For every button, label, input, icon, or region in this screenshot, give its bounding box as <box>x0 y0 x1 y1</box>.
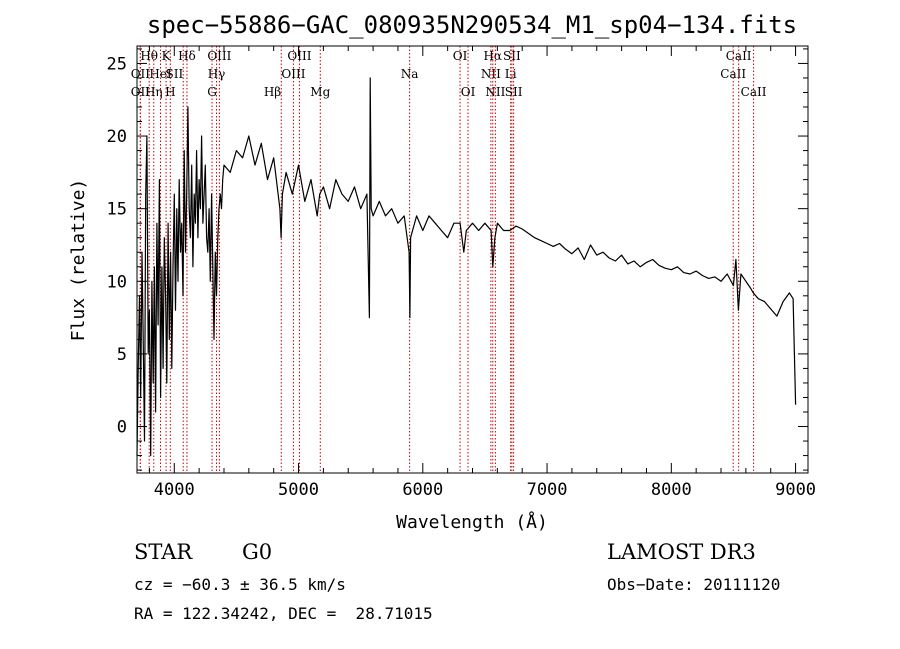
y-tick-label: 10 <box>107 272 127 292</box>
x-tick-label: 9000 <box>775 480 816 500</box>
line-marker-label: OI <box>461 85 476 99</box>
plot-frame <box>136 45 809 474</box>
line-marker-label: CaII <box>720 67 746 81</box>
line-marker-label: Hη <box>145 85 163 99</box>
line-marker-label: K <box>162 49 172 63</box>
line-marker-label: OIII <box>287 49 311 63</box>
line-marker-label: G <box>207 85 217 99</box>
line-marker-label: CaII <box>741 85 767 99</box>
line-marker-label: Hδ <box>178 49 196 63</box>
survey-name: LAMOST DR3 <box>607 540 756 564</box>
y-tick-label: 25 <box>107 54 127 74</box>
y-tick-label: 0 <box>117 418 127 438</box>
line-marker-label: H <box>165 85 175 99</box>
line-marker-label: OIII <box>207 49 231 63</box>
object-subclass: G0 <box>242 540 273 564</box>
line-marker-label: Mg <box>310 85 330 99</box>
redshift-velocity: cz = −60.3 ± 36.5 km/s <box>134 575 346 594</box>
line-marker-label: SII <box>505 85 523 99</box>
line-marker-label: CaII <box>726 49 752 63</box>
line-marker-label: Hα <box>483 49 502 63</box>
line-marker-label: Hγ <box>208 67 226 81</box>
line-marker-label: NII <box>481 67 501 81</box>
y-axis-label: Flux (relative) <box>68 179 89 342</box>
observation-date: Obs−Date: 20111120 <box>607 575 781 594</box>
spectrum-chart: spec−55886−GAC_080935N290534_M1_sp04−134… <box>68 11 816 533</box>
line-marker-label: HeI <box>149 67 172 81</box>
plot-area <box>136 77 797 457</box>
x-tick-label: 5000 <box>278 480 319 500</box>
x-tick-label: 4000 <box>154 480 195 500</box>
line-marker-label: OIII <box>281 67 305 81</box>
y-tick-label: 15 <box>107 200 127 220</box>
x-tick-label: 7000 <box>527 480 568 500</box>
line-marker-label: Li <box>505 67 517 81</box>
line-marker-label: NII <box>485 85 505 99</box>
x-tick-label: 6000 <box>402 480 443 500</box>
line-marker-label: SII <box>503 49 521 63</box>
spectrum-line-flux <box>136 77 797 457</box>
y-tick-label: 20 <box>107 127 127 147</box>
x-axis-label: Wavelength (Å) <box>396 511 548 533</box>
object-class: STAR <box>134 540 193 564</box>
coordinates: RA = 122.34242, DEC = 28.71015 <box>134 604 433 623</box>
chart-title: spec−55886−GAC_080935N290534_M1_sp04−134… <box>147 11 797 39</box>
line-marker-label: SII <box>166 67 184 81</box>
line-marker-label: Hβ <box>264 85 281 99</box>
y-tick-label: 5 <box>117 345 127 365</box>
x-tick-label: 8000 <box>651 480 692 500</box>
line-marker-label: OI <box>453 49 468 63</box>
line-marker-label: Hθ <box>140 49 158 63</box>
axes: 4000 5000 6000 7000 8000 9000 0 5 10 15 20 25 <box>107 45 816 500</box>
line-marker-label: Na <box>401 67 419 81</box>
